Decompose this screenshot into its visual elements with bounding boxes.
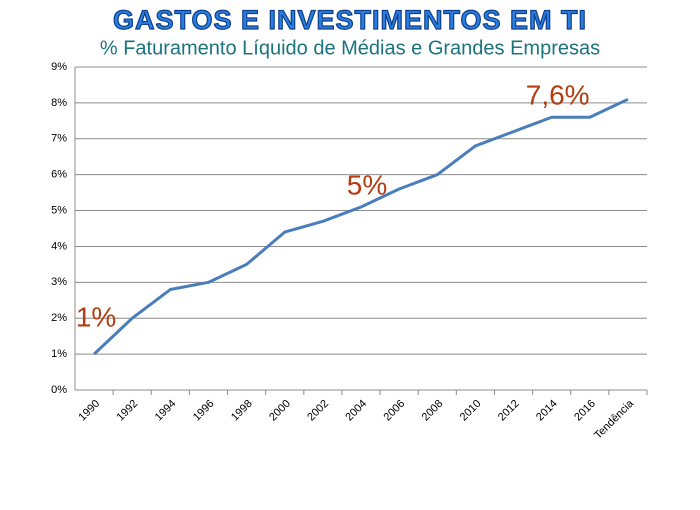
y-tick-label: 4% — [51, 240, 67, 252]
y-tick-label: 5% — [51, 204, 67, 216]
y-tick-label: 3% — [51, 276, 67, 288]
y-tick-label: 9% — [51, 61, 67, 73]
y-tick-label: 7% — [51, 133, 67, 145]
x-tick-label: 2010 — [458, 398, 484, 424]
y-tick-label: 1% — [51, 348, 67, 360]
x-tick-label: 2006 — [382, 398, 408, 424]
y-tick-label: 2% — [51, 312, 67, 324]
annotation: 7,6% — [526, 80, 590, 111]
annotation: 1% — [76, 302, 116, 333]
x-tick-label: 1994 — [153, 398, 179, 424]
x-tick-label: 2002 — [305, 398, 331, 424]
x-tick-label: 1998 — [229, 398, 255, 424]
x-tick-label: 2012 — [496, 398, 522, 424]
x-tick-label: 2014 — [534, 398, 560, 424]
y-tick-label: 0% — [51, 384, 67, 396]
x-tick-label: 2008 — [420, 398, 446, 424]
x-tick-label: Tendência — [592, 397, 637, 442]
x-tick-label: 1990 — [76, 398, 102, 424]
x-tick-label: 2000 — [267, 398, 293, 424]
annotation: 5% — [347, 169, 387, 200]
y-tick-label: 8% — [51, 97, 67, 109]
chart-subtitle: % Faturamento Líquido de Médias e Grande… — [100, 37, 600, 59]
x-tick-label: 2004 — [343, 398, 369, 424]
data-line — [93, 97, 629, 356]
x-tick-label: 1992 — [115, 398, 141, 424]
chart-title: GASTOS E INVESTIMENTOS EM TI — [113, 5, 587, 35]
y-tick-label: 6% — [51, 169, 67, 181]
x-tick-label: 2016 — [572, 398, 598, 424]
x-tick-label: 1996 — [191, 398, 217, 424]
